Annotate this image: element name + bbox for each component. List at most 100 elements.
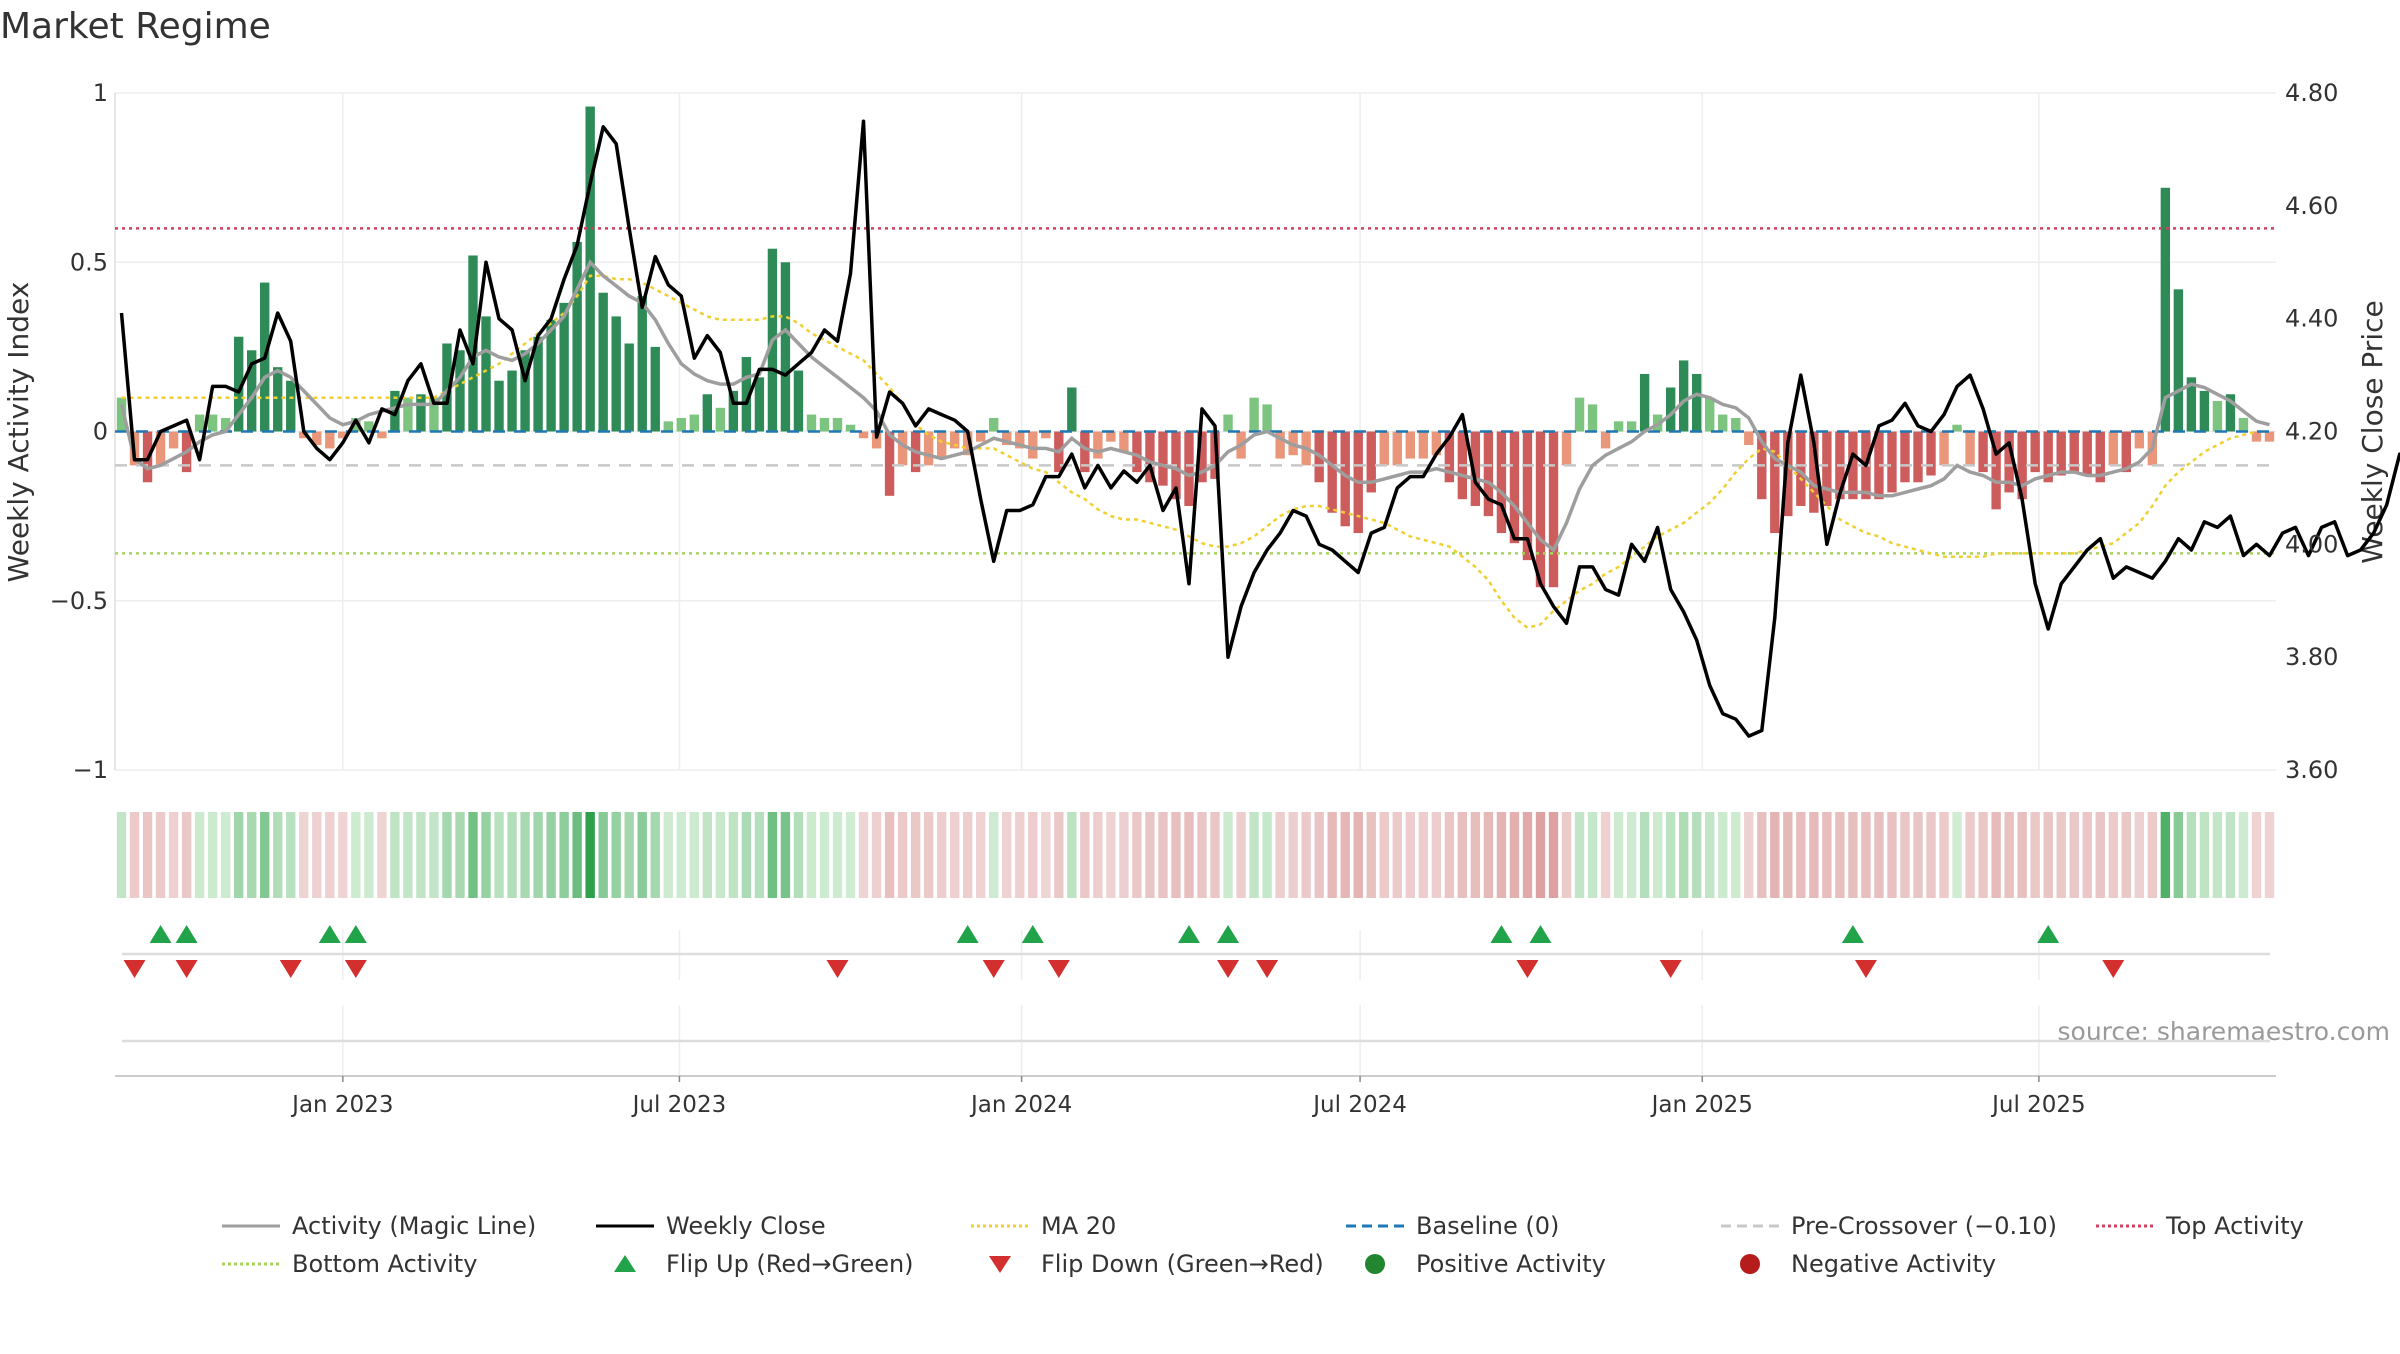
activity-bar: [664, 421, 673, 431]
legend-label: Flip Down (Green→Red): [1041, 1250, 1324, 1278]
activity-bar: [1718, 415, 1727, 432]
regime-cell: [546, 812, 555, 898]
flip-up-marker: [2037, 925, 2059, 943]
regime-cell: [690, 812, 699, 898]
regime-cell: [312, 812, 321, 898]
activity-bar: [195, 415, 204, 432]
activity-bar: [1184, 432, 1193, 506]
regime-cell: [1692, 812, 1701, 898]
activity-bar: [208, 415, 217, 432]
x-tick-label: Jan 2024: [969, 1092, 1072, 1118]
legend-label: Top Activity: [2165, 1212, 2304, 1240]
regime-cell: [117, 812, 126, 898]
regime-cell: [1952, 812, 1961, 898]
activity-bar: [1601, 432, 1610, 449]
regime-cell: [364, 812, 373, 898]
activity-bar: [1627, 421, 1636, 431]
regime-cell: [2004, 812, 2013, 898]
regime-cell: [1705, 812, 1714, 898]
x-tick-label: Jul 2024: [1311, 1092, 1407, 1118]
regime-cell: [585, 812, 594, 898]
activity-bar: [937, 432, 946, 459]
legend-swatch-dot: [1365, 1254, 1385, 1274]
activity-bar: [989, 418, 998, 432]
activity-bar: [2200, 391, 2209, 432]
activity-bar: [703, 394, 712, 431]
regime-cell: [1978, 812, 1987, 898]
x-tick-label: Jul 2023: [631, 1092, 727, 1118]
activity-bar: [1705, 398, 1714, 432]
regime-cell: [794, 812, 803, 898]
regime-cell: [2135, 812, 2144, 898]
regime-cell: [403, 812, 412, 898]
activity-bar: [1588, 404, 1597, 431]
regime-cell: [1406, 812, 1415, 898]
regime-cell: [1210, 812, 1219, 898]
activity-bar: [1028, 432, 1037, 459]
activity-bar: [1900, 432, 1909, 483]
regime-cell: [351, 812, 360, 898]
regime-cell: [1835, 812, 1844, 898]
regime-cell: [1367, 812, 1376, 898]
activity-bar: [1393, 432, 1402, 466]
flip-up-marker: [957, 925, 979, 943]
y-tick-right: 4.80: [2285, 79, 2338, 107]
regime-cell: [1913, 812, 1922, 898]
regime-cell: [598, 812, 607, 898]
flip-up-marker: [150, 925, 172, 943]
regime-cell: [1419, 812, 1428, 898]
regime-cell: [1666, 812, 1675, 898]
regime-cell: [390, 812, 399, 898]
regime-cell: [559, 812, 568, 898]
regime-cell: [299, 812, 308, 898]
flip-up-marker: [319, 925, 341, 943]
activity-bar: [1119, 432, 1128, 452]
regime-cell: [377, 812, 386, 898]
activity-bar: [1822, 432, 1831, 506]
regime-cell: [1314, 812, 1323, 898]
regime-cell: [156, 812, 165, 898]
activity-bar: [1262, 404, 1271, 431]
regime-cell: [260, 812, 269, 898]
flip-down-marker: [345, 960, 367, 978]
regime-cell: [494, 812, 503, 898]
regime-cell: [1158, 812, 1167, 898]
flip-down-marker: [1516, 960, 1538, 978]
regime-cell: [221, 812, 230, 898]
regime-cell: [338, 812, 347, 898]
activity-bar: [455, 350, 464, 431]
y-tick-right: 4.00: [2285, 530, 2338, 558]
regime-cell: [572, 812, 581, 898]
regime-cell: [2043, 812, 2052, 898]
legend-label: MA 20: [1041, 1212, 1116, 1240]
regime-cell: [1939, 812, 1948, 898]
flip-down-marker: [1256, 960, 1278, 978]
regime-cell: [1015, 812, 1024, 898]
activity-bar: [1249, 398, 1258, 432]
x-tick-label: Jan 2023: [290, 1092, 393, 1118]
regime-cell: [325, 812, 334, 898]
activity-bar: [1939, 432, 1948, 466]
regime-cell: [1991, 812, 2000, 898]
activity-bar: [1965, 432, 1974, 466]
y-tick-left: 0.5: [70, 248, 108, 276]
activity-bar: [976, 432, 985, 442]
activity-bar: [325, 432, 334, 449]
activity-bar: [273, 367, 282, 431]
activity-bar: [1887, 432, 1896, 493]
regime-cell: [2148, 812, 2157, 898]
regime-cell: [1132, 812, 1141, 898]
regime-cell: [468, 812, 477, 898]
regime-cell: [1262, 812, 1271, 898]
flip-down-marker: [176, 960, 198, 978]
regime-cell: [1341, 812, 1350, 898]
regime-cell: [1861, 812, 1870, 898]
regime-cell: [507, 812, 516, 898]
flip-down-marker: [1217, 960, 1239, 978]
y-axis-right-ticks: 4.804.604.404.204.003.803.60: [2285, 79, 2338, 784]
flip-markers-panel: [122, 925, 2270, 980]
activity-bar: [507, 371, 516, 432]
regime-cell: [2239, 812, 2248, 898]
